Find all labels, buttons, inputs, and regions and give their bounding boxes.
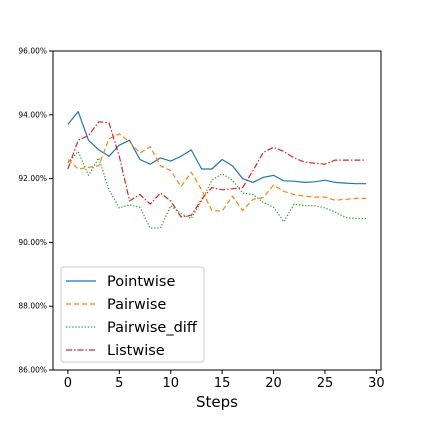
plot-frame [52, 50, 382, 371]
x-tick-label: 15 [214, 376, 231, 391]
y-tick-label: 88.00% [18, 302, 47, 311]
legend-box [60, 266, 205, 363]
x-tick-label: 30 [368, 376, 385, 391]
y-tick-label: 86.00% [18, 366, 47, 375]
x-tick-label: 10 [162, 376, 179, 391]
y-tick-label: 90.00% [18, 238, 47, 247]
x-tick-label: 5 [115, 376, 123, 391]
series-line-pairwise [67, 133, 367, 212]
legend-label: Pairwise [107, 297, 166, 313]
y-tick-label: 94.00% [18, 110, 47, 119]
legend-label: Pairwise_diff [107, 320, 198, 336]
y-tick-label: 96.00% [18, 47, 47, 56]
series-line-listwise [67, 121, 367, 218]
y-tick-label: 92.00% [18, 174, 47, 183]
legend: Pointwise Pairwise Pairwise_diff Listwise [60, 266, 205, 363]
x-tick-label: 20 [265, 376, 282, 391]
series-line-pointwise [67, 110, 367, 185]
x-tick-label: 0 [64, 376, 72, 391]
legend-label: Listwise [107, 343, 165, 359]
series-line-pairwise-diff [67, 150, 367, 229]
legend-label: Pointwise [107, 274, 175, 290]
x-axis: 0 5 10 15 20 25 30 [64, 370, 385, 391]
x-tick-label: 25 [317, 376, 334, 391]
x-axis-label: Steps [196, 393, 238, 411]
y-axis: 86.00% 88.00% 90.00% 92.00% 94.00% 96.00% [18, 47, 53, 375]
series-layer [67, 110, 367, 229]
